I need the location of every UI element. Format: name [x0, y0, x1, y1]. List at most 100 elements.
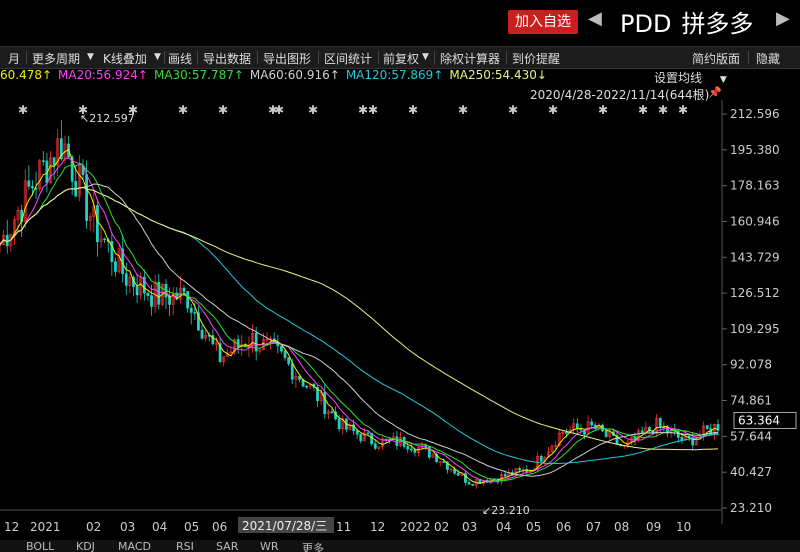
candle-body: [247, 344, 251, 348]
ma5-line: [0, 148, 719, 484]
candle-body: [265, 338, 269, 341]
candle-body: [99, 238, 103, 243]
tab-kdj[interactable]: KDJ: [76, 540, 95, 552]
toolbar-item-period[interactable]: 月: [8, 52, 21, 66]
y-tick-label: 126.512: [730, 286, 780, 300]
toolbar-item-export-image[interactable]: 导出图形: [263, 52, 312, 66]
candle-body: [233, 339, 236, 353]
event-marker-icon: ✱: [368, 103, 378, 117]
tab-more[interactable]: 更多: [302, 542, 324, 552]
toolbar-divider: [164, 51, 165, 64]
extreme-price-label: ↙23.210: [482, 504, 530, 517]
toolbar-item-hide[interactable]: 隐藏: [756, 52, 781, 66]
candle-body: [52, 157, 56, 166]
candle-body: [157, 281, 161, 305]
candle-body: [85, 174, 88, 221]
triangle-left-icon[interactable]: ◀: [588, 8, 602, 29]
y-tick-label: 40.427: [730, 465, 772, 479]
ma-legend-item: MA60:60.916↑: [249, 68, 340, 82]
stock-name: 拼多多: [681, 10, 754, 38]
toolbar-item-compact-layout[interactable]: 简约版面: [692, 52, 741, 66]
tab-sar[interactable]: SAR: [216, 540, 239, 552]
candle-body: [298, 376, 301, 380]
toolbar-item-price-alert[interactable]: 到价提醒: [512, 52, 561, 66]
candle-body: [633, 436, 637, 440]
tab-boll[interactable]: BOLL: [26, 540, 55, 552]
event-marker-icon: ✱: [598, 103, 608, 117]
x-tick-label: 2021: [30, 520, 61, 534]
candle-body: [5, 234, 9, 247]
toolbar-item-draw[interactable]: 画线: [168, 52, 193, 66]
candle-body: [694, 438, 698, 446]
tab-wr[interactable]: WR: [260, 540, 279, 552]
triangle-right-icon[interactable]: ▶: [776, 8, 790, 29]
event-marker-icon: ✱: [308, 103, 318, 117]
toolbar-item-forward-adjust[interactable]: 前复权: [383, 52, 420, 66]
candle-body: [218, 343, 222, 363]
candle-body: [59, 138, 63, 160]
ma20-line: [0, 157, 719, 483]
crosshair-date-box: [238, 517, 334, 533]
candle-body: [442, 461, 446, 463]
candle-body: [655, 418, 659, 434]
toolbar-item-range-stats[interactable]: 区间统计: [324, 52, 373, 66]
chevron-down-icon[interactable]: ▼: [87, 52, 94, 62]
toolbar-item-more-periods[interactable]: 更多周期: [32, 52, 81, 66]
candle-body: [503, 473, 507, 477]
candle-body: [41, 160, 45, 162]
candle-body: [110, 241, 114, 262]
ma-legend-item: MA20:56.924↑: [58, 68, 148, 82]
candle-body: [464, 473, 467, 483]
candle-body: [337, 418, 341, 430]
candle-body: [254, 332, 258, 352]
candle-body: [406, 446, 410, 450]
tab-rsi[interactable]: RSI: [176, 540, 194, 552]
toolbar-item-kline-overlay[interactable]: K线叠加: [103, 52, 147, 66]
candle-body: [124, 273, 128, 286]
candle-body: [702, 425, 705, 436]
candle-body: [103, 238, 107, 241]
candle-body: [590, 421, 594, 426]
x-tick-label: 09: [646, 520, 661, 534]
y-tick-label: 160.946: [730, 214, 780, 228]
event-marker-icon: ✱: [18, 103, 28, 117]
candle-body: [70, 156, 74, 182]
y-tick-label: 57.644: [730, 429, 772, 443]
candle-body: [222, 356, 226, 363]
event-marker-icon: ✱: [508, 103, 518, 117]
toolbar-item-export-data[interactable]: 导出数据: [203, 52, 252, 66]
candle-body: [150, 295, 153, 307]
chevron-down-icon: ▼: [719, 75, 727, 85]
chevron-down-icon[interactable]: ▼: [422, 52, 429, 62]
candle-body: [128, 276, 132, 286]
ma-settings-button[interactable]: 设置均线 ▼: [654, 69, 727, 86]
ma-legend-item: 60.478↑: [0, 68, 53, 82]
ma120-line: [0, 186, 719, 465]
candle-body: [518, 468, 521, 470]
chevron-down-icon[interactable]: ▼: [154, 52, 161, 62]
candle-body: [294, 376, 298, 380]
candle-body: [23, 180, 27, 222]
event-marker-icon: ✱: [128, 103, 138, 117]
pin-icon[interactable]: 📌: [708, 86, 722, 99]
x-tick-label: 03: [120, 520, 135, 534]
candle-body: [409, 448, 413, 451]
add-to-watchlist-button[interactable]: 加入自选: [508, 10, 578, 34]
candle-body: [280, 345, 283, 352]
x-tick-label: 03: [462, 520, 477, 534]
candle-body: [160, 283, 164, 305]
ma250-line: [0, 186, 719, 451]
candle-body: [77, 165, 81, 197]
event-marker-icon: ✱: [658, 103, 668, 117]
x-tick-label: 12: [4, 520, 19, 534]
tab-macd[interactable]: MACD: [118, 540, 151, 552]
candle-body: [27, 180, 31, 187]
y-tick-label: 109.295: [730, 322, 780, 336]
candle-body: [431, 454, 435, 458]
candle-body: [31, 186, 34, 189]
toolbar-item-rights-calculator[interactable]: 除权计算器: [440, 52, 501, 66]
ma-legend-item: MA30:57.787↑: [153, 68, 244, 82]
candlestick-chart[interactable]: 212.596 195.380 178.163 160.946 143.729 126.5…: [0, 100, 800, 540]
candle-body: [117, 248, 121, 272]
candle-body: [114, 261, 117, 272]
